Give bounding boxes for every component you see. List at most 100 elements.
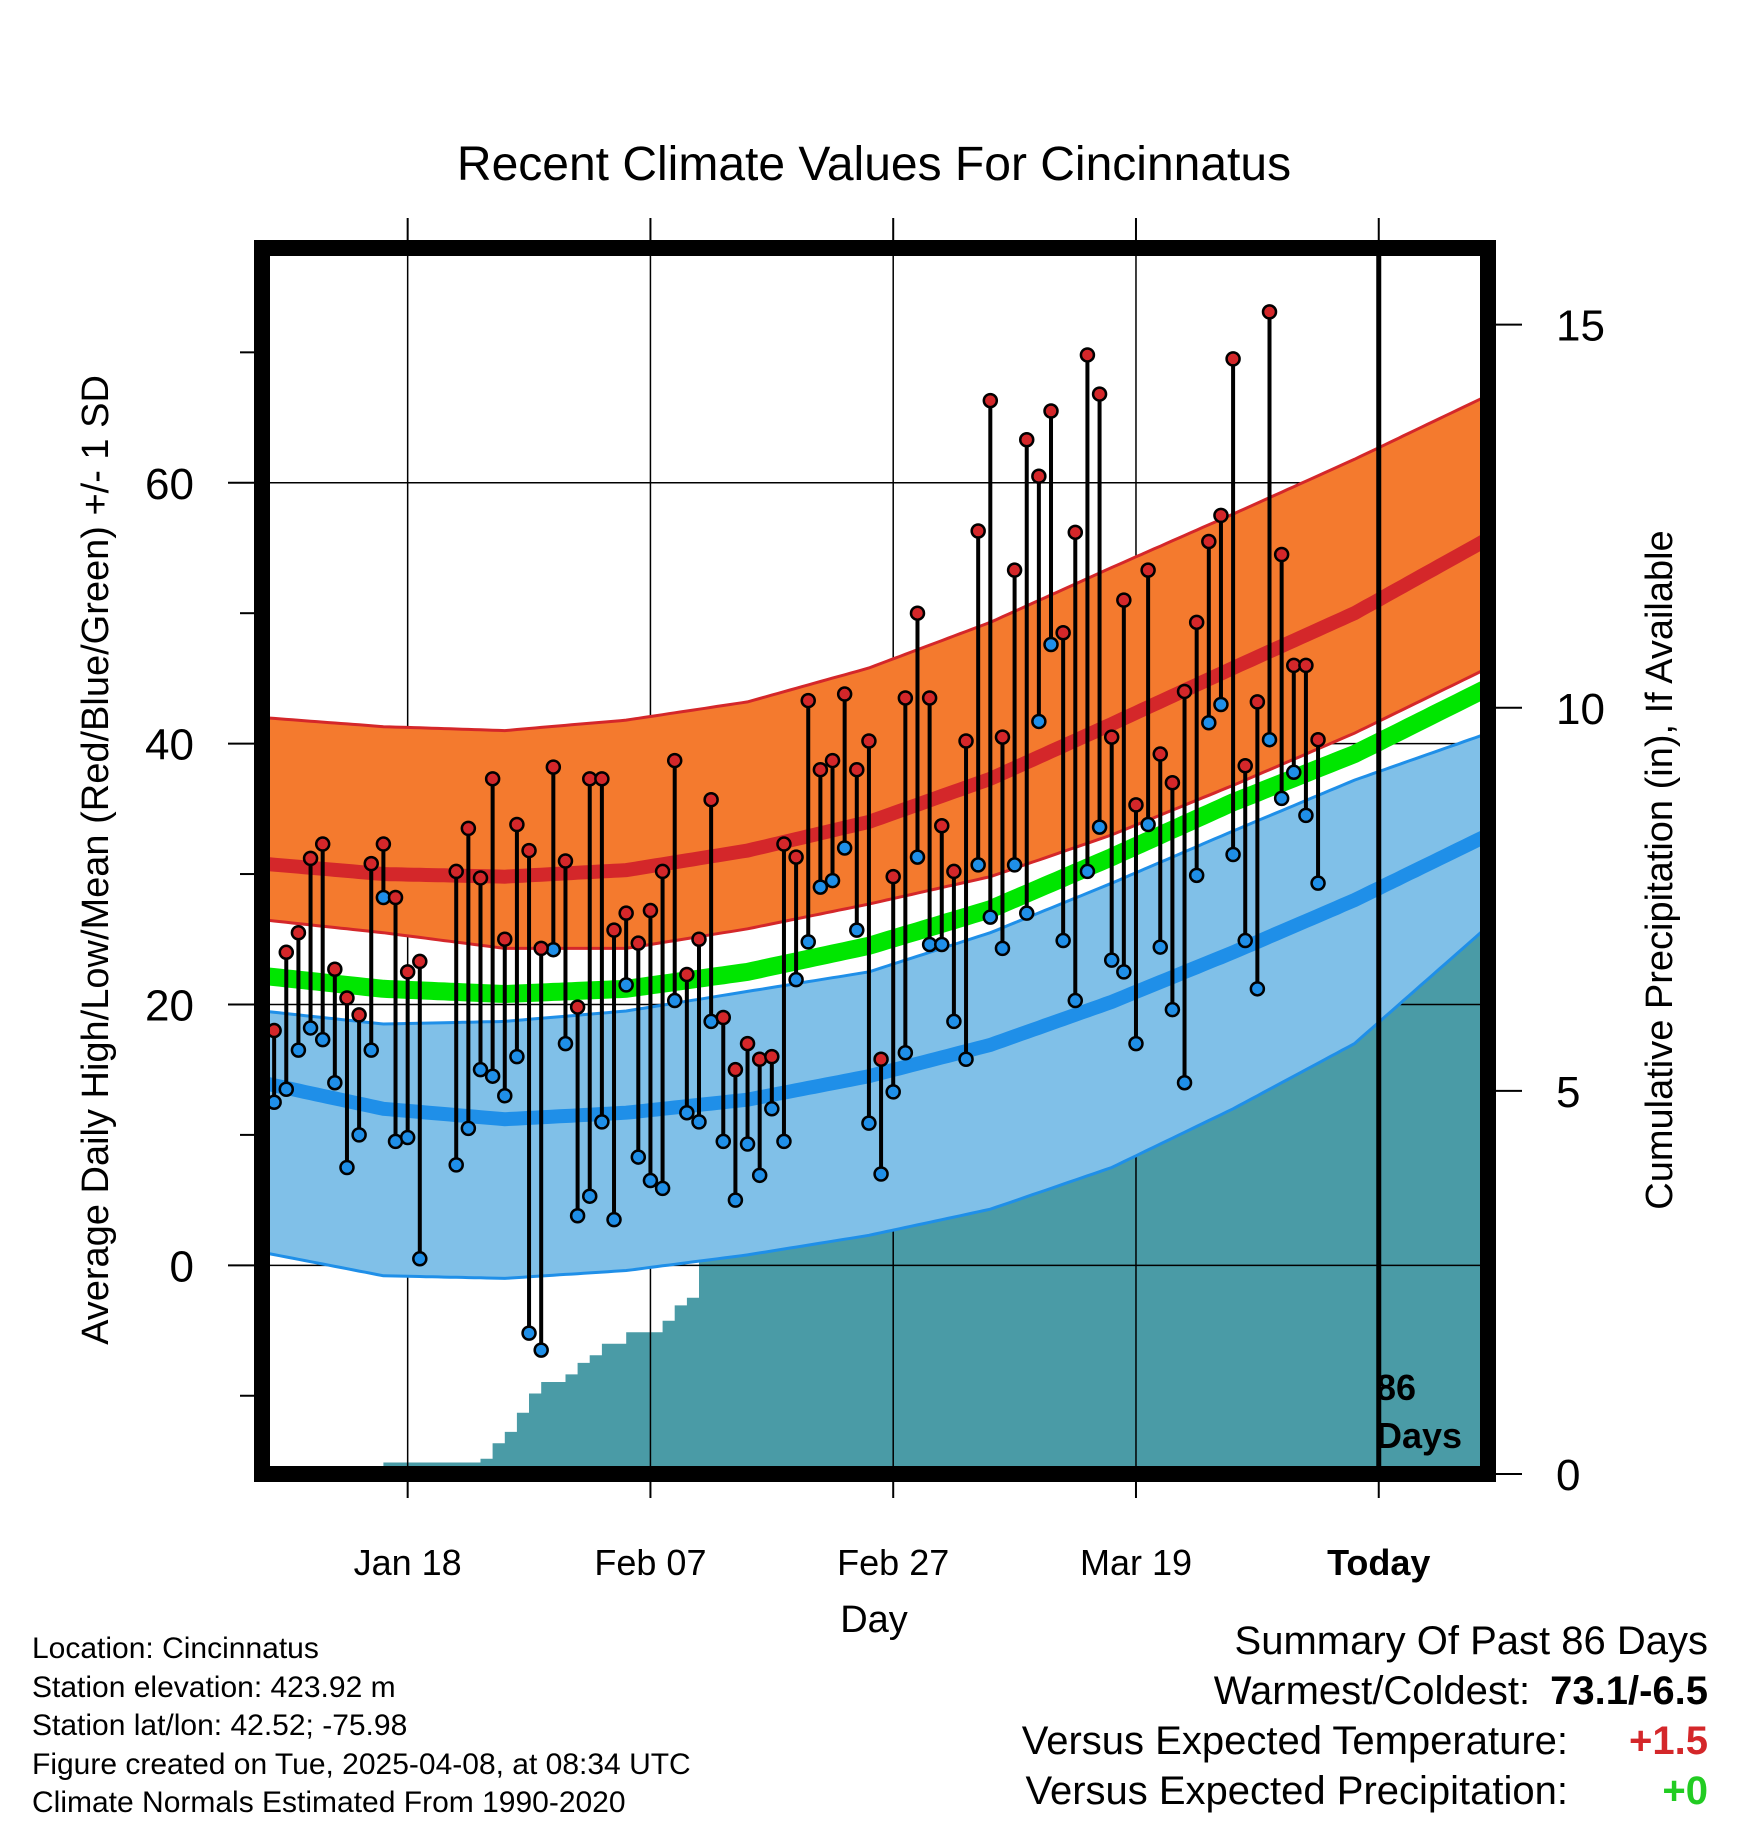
summary-warmest-row: Warmest/Coldest: 73.1/-6.5 xyxy=(1022,1666,1708,1716)
low-point xyxy=(751,1167,768,1184)
high-point xyxy=(569,999,586,1015)
high-point xyxy=(606,922,622,938)
low-point xyxy=(509,1048,525,1065)
high-point xyxy=(1164,774,1181,791)
high-point xyxy=(460,820,477,837)
low-point xyxy=(399,1129,416,1146)
low-point xyxy=(521,1325,537,1341)
high-point xyxy=(1310,731,1326,748)
high-point xyxy=(1018,431,1035,448)
low-point xyxy=(412,1251,428,1267)
low-point xyxy=(1164,1001,1181,1018)
low-point xyxy=(1201,714,1217,731)
high-point xyxy=(412,953,428,970)
low-point xyxy=(1348,0,1361,7)
low-point xyxy=(909,849,926,865)
plot-area xyxy=(262,0,1488,1474)
low-point xyxy=(873,1166,889,1182)
axes: Jan 18 Feb 07 Feb 27 Mar 19 Today 0 20 40 60 0 5 10… xyxy=(145,218,1605,1583)
high-point xyxy=(909,605,926,621)
low-point xyxy=(654,1180,671,1197)
low-point xyxy=(448,1157,464,1173)
low-point xyxy=(484,1068,501,1084)
low-point xyxy=(1249,981,1266,997)
high-point xyxy=(666,752,683,769)
low-point xyxy=(1336,0,1349,7)
low-point xyxy=(278,1081,295,1097)
high-point xyxy=(1067,524,1084,541)
low-point xyxy=(1298,807,1314,824)
low-point xyxy=(363,1042,379,1058)
y-tick-label: 20 xyxy=(145,981,194,1030)
high-point xyxy=(812,761,829,778)
high-point xyxy=(1249,694,1266,710)
high-point xyxy=(679,966,695,983)
low-point xyxy=(1286,764,1302,781)
precip-value: +0 xyxy=(1662,1769,1708,1813)
high-point xyxy=(1091,386,1108,402)
high-point xyxy=(618,905,634,921)
high-point xyxy=(545,759,562,775)
high-point xyxy=(824,752,841,769)
low-point xyxy=(946,1013,962,1030)
today-days-count: 86 xyxy=(1376,1367,1416,1408)
high-point xyxy=(1140,562,1156,578)
low-point xyxy=(557,1035,574,1052)
high-point xyxy=(800,692,816,709)
low-point xyxy=(606,1211,622,1228)
high-point xyxy=(1055,625,1071,641)
summary-panel: Summary Of Past 86 Days Warmest/Coldest:… xyxy=(1022,1616,1708,1816)
low-point xyxy=(679,1104,695,1121)
summary-temp-row: Versus Expected Temperature: +1.5 xyxy=(1022,1716,1708,1766)
high-point xyxy=(363,855,379,872)
high-point xyxy=(921,690,938,706)
high-point xyxy=(1006,562,1023,578)
high-point xyxy=(970,523,986,539)
high-point xyxy=(703,791,719,808)
low-point xyxy=(1103,952,1120,968)
high-point xyxy=(533,940,549,957)
high-point xyxy=(873,1051,889,1067)
high-point xyxy=(375,836,392,852)
low-point xyxy=(1128,1035,1144,1052)
high-point xyxy=(1128,797,1144,813)
high-point xyxy=(327,961,343,978)
low-point xyxy=(994,940,1011,957)
low-point xyxy=(618,977,634,993)
low-point xyxy=(1140,816,1156,833)
low-point xyxy=(642,1172,659,1189)
high-point xyxy=(472,870,489,886)
temp-label: Versus Expected Temperature: xyxy=(1021,1719,1568,1763)
low-point xyxy=(958,1051,974,1067)
high-point xyxy=(1225,351,1241,367)
x-tick-label: Today xyxy=(1327,1542,1430,1583)
high-point xyxy=(1261,304,1278,320)
low-point xyxy=(569,1208,586,1224)
warmest-value: 73.1/-6.5 xyxy=(1550,1669,1708,1713)
x-tick-label: Mar 19 xyxy=(1080,1542,1192,1583)
low-point xyxy=(1237,932,1253,949)
high-point xyxy=(1043,403,1059,419)
high-point xyxy=(1237,758,1253,774)
low-point xyxy=(776,1133,792,1150)
high-point xyxy=(1079,347,1096,363)
high-point xyxy=(314,836,331,852)
low-point xyxy=(982,909,999,925)
summary-title: Summary Of Past 86 Days xyxy=(1234,1619,1708,1663)
high-point xyxy=(302,850,319,867)
normals-note: Climate Normals Estimated From 1990-2020 xyxy=(32,1786,626,1819)
x-tick-label: Feb 07 xyxy=(594,1542,706,1583)
low-point xyxy=(861,1115,877,1131)
high-sd-band xyxy=(262,393,1488,950)
low-point xyxy=(327,1074,343,1091)
low-point xyxy=(581,1188,598,1204)
high-point xyxy=(594,771,610,787)
high-point xyxy=(1103,729,1120,745)
daily-range-stems xyxy=(262,311,1321,1351)
high-point xyxy=(1176,683,1193,700)
high-point xyxy=(739,1035,756,1052)
high-point xyxy=(727,1061,744,1078)
low-point xyxy=(812,879,829,895)
low-point xyxy=(533,1342,549,1358)
low-point xyxy=(314,1031,331,1048)
